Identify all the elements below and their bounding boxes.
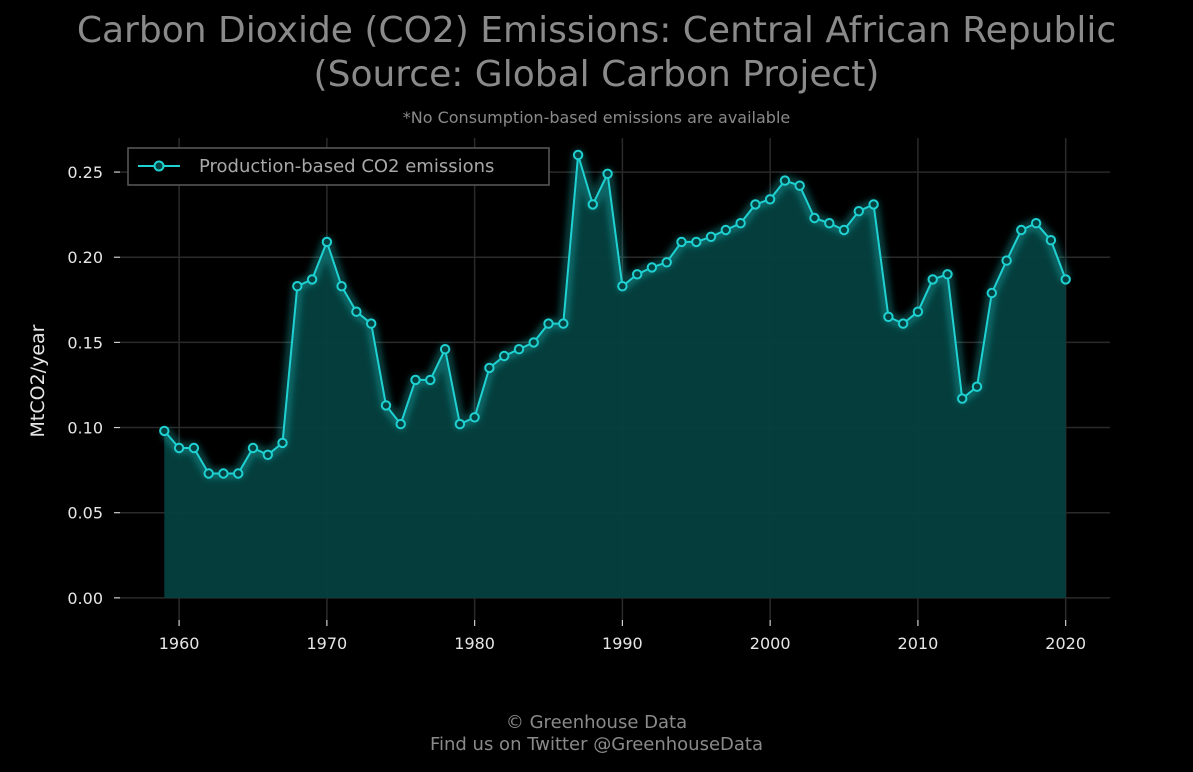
data-point [809, 212, 820, 224]
data-point [912, 306, 924, 317]
data-point [366, 318, 377, 329]
data-point [292, 281, 303, 292]
data-point [617, 281, 628, 292]
chart-title-line-1: Carbon Dioxide (CO2) Emissions: Central … [76, 10, 1117, 51]
data-point [410, 374, 421, 386]
data-point [351, 306, 362, 317]
data-point [484, 362, 495, 374]
data-point [277, 437, 288, 449]
data-point [750, 199, 761, 210]
data-point [499, 350, 510, 362]
data-point [233, 468, 244, 479]
legend-entry-production: Production-based CO2 emissions [199, 156, 494, 177]
data-point [188, 442, 200, 454]
production-emissions-area [164, 155, 1066, 598]
data-point [779, 175, 791, 186]
data-point [203, 468, 214, 479]
points-layer [159, 149, 1071, 479]
data-point [558, 318, 569, 329]
data-point [572, 149, 584, 161]
data-point [528, 337, 539, 348]
x-axis: 1960 1970 1980 1990 2000 2010 2020 [159, 620, 1086, 653]
footer-copyright: © Greenhouse Data [505, 712, 688, 733]
area-layer [164, 155, 1066, 598]
x-tick-label: 1980 [454, 634, 495, 653]
data-point [868, 199, 879, 210]
y-tick-label: 0.20 [67, 248, 103, 267]
data-point [306, 274, 318, 285]
data-point [735, 218, 746, 229]
data-point [897, 318, 909, 329]
data-point [425, 374, 436, 386]
data-point [1045, 235, 1057, 246]
data-point [247, 442, 259, 454]
y-axis-label: MtCO2/year [27, 324, 49, 437]
data-point [159, 425, 170, 437]
data-point [764, 194, 776, 205]
data-point [1016, 224, 1027, 236]
x-tick-label: 1960 [159, 634, 200, 653]
data-point [218, 468, 229, 479]
data-point [395, 418, 406, 430]
legend: Production-based CO2 emissions [127, 147, 550, 186]
data-point [336, 281, 347, 292]
data-point [676, 236, 687, 248]
footer-twitter: Find us on Twitter @GreenhouseData [429, 734, 764, 755]
y-tick-label: 0.15 [67, 333, 103, 352]
x-tick-label: 2010 [898, 634, 939, 653]
y-tick-label: 0.00 [67, 589, 103, 608]
data-point [705, 231, 717, 243]
chart-subtitle: *No Consumption-based emissions are avai… [402, 108, 791, 127]
data-point [691, 236, 702, 248]
data-point [661, 257, 672, 268]
data-point [632, 269, 643, 280]
data-point [1060, 274, 1071, 285]
x-tick-label: 2000 [750, 634, 791, 653]
data-point [173, 442, 185, 454]
data-point [587, 199, 598, 210]
data-point [720, 224, 731, 236]
data-point [439, 344, 451, 355]
y-tick-label: 0.05 [67, 504, 103, 523]
data-point [838, 224, 850, 236]
data-point [469, 412, 480, 423]
data-point [957, 393, 968, 404]
data-point [927, 274, 938, 285]
data-point [853, 206, 864, 217]
data-point [986, 287, 997, 299]
data-point [454, 418, 466, 430]
y-axis: 0.00 0.05 0.10 0.15 0.20 0.25 [67, 163, 120, 608]
legend-box [127, 147, 550, 186]
data-point [883, 311, 894, 322]
data-point [646, 262, 658, 273]
data-point [794, 180, 805, 191]
data-point [380, 400, 392, 411]
data-point [824, 218, 835, 229]
chart-title-line-2: (Source: Global Carbon Project) [313, 54, 880, 95]
data-point [602, 168, 613, 180]
data-point [321, 236, 333, 248]
x-tick-label: 1970 [307, 634, 348, 653]
data-point [971, 381, 983, 392]
data-point [543, 318, 554, 329]
x-tick-label: 2020 [1045, 634, 1086, 653]
data-point [513, 344, 525, 355]
y-tick-label: 0.10 [67, 419, 103, 438]
y-tick-label: 0.25 [67, 163, 103, 182]
data-point [1030, 218, 1042, 229]
data-point [942, 269, 953, 280]
data-point [262, 449, 273, 460]
data-point [1001, 255, 1012, 266]
x-tick-label: 1990 [602, 634, 643, 653]
legend-marker-swatch [153, 160, 165, 172]
